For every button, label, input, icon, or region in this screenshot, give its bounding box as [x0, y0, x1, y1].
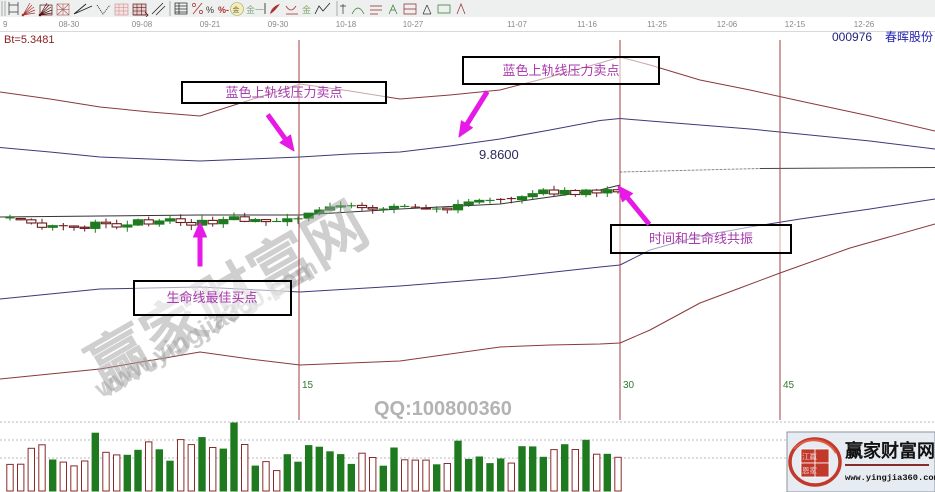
svg-text:蓝色上轨线压力卖点: 蓝色上轨线压力卖点 [502, 63, 619, 78]
svg-text:生命线最佳买点: 生命线最佳买点 [166, 290, 257, 305]
svg-text:9.8600: 9.8600 [479, 147, 519, 162]
svg-text:Bt=5.3481: Bt=5.3481 [4, 34, 54, 46]
svg-text:45: 45 [783, 380, 795, 391]
svg-text:恩家: 恩家 [802, 465, 817, 475]
svg-text:春晖股份: 春晖股份 [885, 30, 933, 44]
svg-text:赢家财富网: 赢家财富网 [845, 440, 935, 461]
svg-text:30: 30 [623, 380, 635, 391]
svg-text:www.yingjia360.com: www.yingjia360.com [845, 473, 935, 483]
svg-text:蓝色上轨线压力卖点: 蓝色上轨线压力卖点 [225, 85, 342, 100]
svg-text:江赢: 江赢 [802, 451, 817, 461]
svg-text:QQ:100800360: QQ:100800360 [374, 398, 512, 420]
svg-text:15: 15 [302, 380, 314, 391]
svg-text:000976: 000976 [832, 30, 872, 44]
svg-text:时间和生命线共振: 时间和生命线共振 [649, 231, 753, 246]
